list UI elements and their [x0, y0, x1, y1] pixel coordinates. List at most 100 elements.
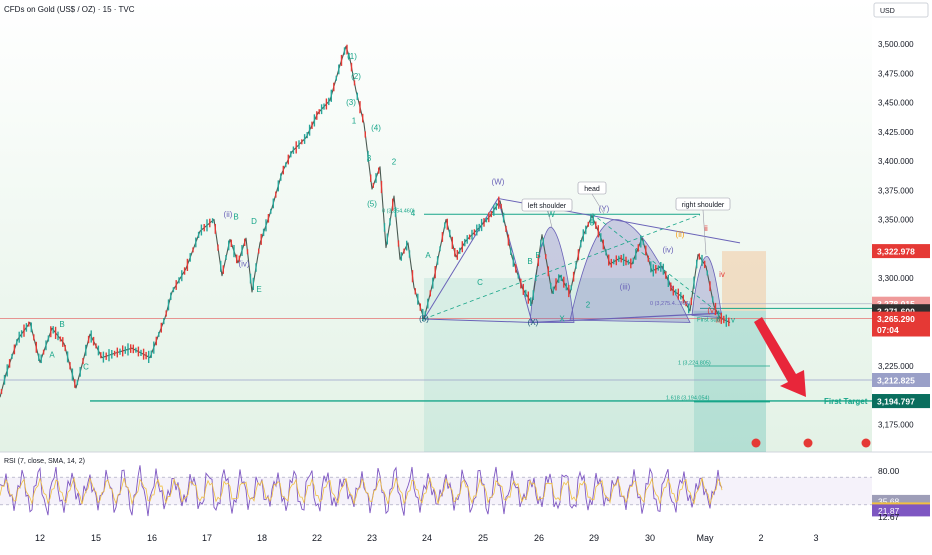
- wave-label: (ii): [224, 210, 233, 219]
- price-label: 3,194.797: [877, 397, 915, 407]
- x-tick-label: 3: [813, 533, 818, 543]
- wave-label: B: [527, 257, 532, 266]
- triangle-edge: [423, 198, 499, 320]
- right-shoulder-label: right shoulder: [682, 202, 725, 209]
- rsi-sma-line: [0, 476, 723, 506]
- triangle-base: [423, 318, 533, 323]
- price-label: 07:04: [877, 325, 899, 335]
- rsi-tick-label: 12.67: [878, 512, 900, 522]
- y-tick-label: 3,375.000: [878, 186, 914, 195]
- wave-label: ii: [704, 224, 708, 233]
- currency-label: USD: [880, 8, 895, 15]
- y-tick-label: 3,475.000: [878, 69, 914, 78]
- wave-label: C: [477, 278, 483, 287]
- price-axis-background: [872, 0, 932, 550]
- price-label: 3,265.290: [877, 314, 915, 324]
- y-tick-label: 3,350.000: [878, 216, 914, 225]
- wave-label: B: [535, 251, 540, 260]
- fib-1-label: 1 (3,224.805): [678, 361, 711, 367]
- wave-label: D: [251, 217, 257, 226]
- wave-label: 4: [411, 209, 416, 218]
- price-label-box: [872, 373, 930, 387]
- target-arrow: [754, 317, 806, 397]
- wave-label: A: [49, 351, 55, 360]
- left-shoulder-label-box: [521, 198, 573, 212]
- rsi-title: RSI (7, close, SMA, 14, 2): [4, 458, 85, 465]
- price-label-box: [872, 394, 930, 409]
- head-label: head: [584, 186, 600, 193]
- left-shoulder-label: left shoulder: [528, 203, 567, 210]
- wave-label: 2: [586, 300, 591, 309]
- y-tick-label: 3,500.000: [878, 40, 914, 49]
- wave-label: (2): [351, 72, 361, 81]
- y-tick-label: 3,425.000: [878, 128, 914, 137]
- us-flag-icon[interactable]: [751, 438, 761, 448]
- y-tick-label: 3,175.000: [878, 420, 914, 429]
- wave-label: E: [256, 285, 261, 294]
- neckline: [531, 312, 723, 324]
- y-tick-label: 3,225.000: [878, 362, 914, 371]
- right-shoulder-shape: [691, 256, 723, 319]
- wave-label: 3: [367, 154, 372, 163]
- wave-label: (5): [419, 314, 429, 323]
- price-label: 3,212.825: [877, 376, 915, 386]
- target-zone: [694, 310, 766, 452]
- wave-label: (W): [492, 177, 505, 186]
- stop-zone: [722, 251, 766, 311]
- x-tick-label: May: [696, 533, 714, 543]
- wave-label: (3): [346, 98, 356, 107]
- rsi-tick-label: 80.00: [878, 466, 900, 476]
- head-pointer: [591, 193, 605, 214]
- x-tick-label: 24: [422, 533, 432, 543]
- fib-top-label: 0 (3,354.460): [382, 208, 415, 214]
- fib-1618-label: 1.618 (3,194.054): [666, 396, 710, 402]
- wave-label: A: [425, 251, 431, 260]
- x-tick-label: 29: [589, 533, 599, 543]
- wave-label: 2: [392, 158, 397, 167]
- x-tick-label: 15: [91, 533, 101, 543]
- projection-zone: [424, 278, 694, 452]
- price-label-box: [872, 311, 930, 326]
- wave-label: 1: [352, 117, 357, 126]
- fib-mid-label: 0 (3,275.4...364): [650, 301, 691, 307]
- wave-label: C: [83, 362, 89, 371]
- x-tick-label: 25: [478, 533, 488, 543]
- rsi-band: [0, 477, 872, 505]
- currency-box[interactable]: [873, 2, 929, 18]
- x-tick-label: 30: [645, 533, 655, 543]
- wave-label: (ii): [676, 230, 685, 239]
- us-flag-icon[interactable]: [861, 438, 871, 448]
- wave-label: B: [59, 320, 64, 329]
- x-tick-label: 23: [367, 533, 377, 543]
- wave-label: (iv): [662, 245, 673, 254]
- wave-label: (iii): [620, 283, 631, 292]
- wave-label: B: [233, 213, 238, 222]
- rsi-line: [0, 465, 723, 517]
- x-tick-label: 18: [257, 533, 267, 543]
- y-tick-label: 3,450.000: [878, 99, 914, 108]
- x-tick-label: 17: [202, 533, 212, 543]
- head-shape: [569, 219, 691, 323]
- price-label: 3,322.978: [877, 247, 915, 257]
- wave-label: v: [731, 316, 735, 325]
- left-shoulder-pointer: [547, 210, 553, 228]
- right-shoulder-pointer: [702, 209, 707, 255]
- wave-label: W: [547, 210, 555, 219]
- price-label-box: [872, 244, 930, 259]
- x-tick-label: 12: [35, 533, 45, 543]
- plot-background: [0, 0, 872, 452]
- chart-title: CFDs on Gold (US$ / OZ) · 15 · TVC: [4, 5, 135, 14]
- first-sub-label: First sub: [697, 317, 721, 323]
- wave-label: (4): [371, 124, 381, 133]
- wave-label: iv: [719, 270, 725, 279]
- x-tick-label: 16: [147, 533, 157, 543]
- rsi-tick-label: 35.68: [878, 496, 900, 506]
- wave-label: X: [559, 314, 565, 323]
- first-target-label: First Target: [824, 397, 868, 406]
- us-flag-icon[interactable]: [803, 438, 813, 448]
- wave-label: (5): [367, 200, 377, 209]
- wave-label: (v): [707, 306, 717, 315]
- wave-label: (X): [528, 318, 539, 327]
